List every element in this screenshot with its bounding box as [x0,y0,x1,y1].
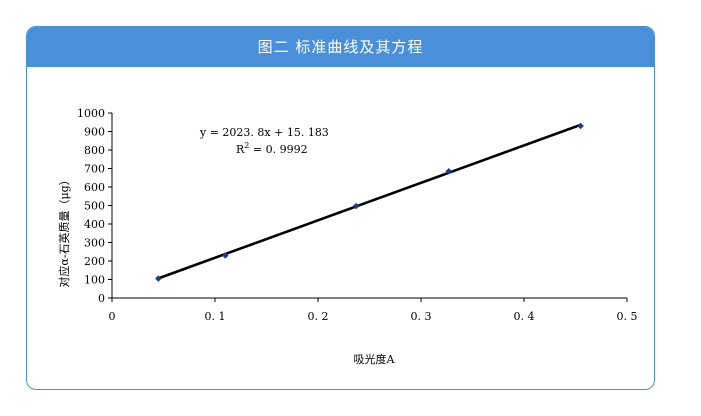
x-tick-label: 0. 1 [205,310,226,323]
r-squared-prefix: R [236,143,245,156]
r-squared-annotation: R2 = 0. 9992 [236,141,308,156]
y-tick-label: 500 [84,200,105,213]
trendline-equation: y = 2023. 8x + 15. 183 [199,126,329,139]
data-point [221,252,229,259]
data-point [577,122,585,130]
y-tick-label: 600 [84,181,105,194]
x-tick-label: 0. 5 [617,310,638,323]
chart-card: 图二 标准曲线及其方程 0 100 200 300 400 500 600 700 800 900… [26,26,655,390]
x-axis-label: 吸光度A [354,352,396,366]
y-tick-label: 800 [84,144,105,157]
y-tick-label: 300 [84,237,105,250]
y-tick-label: 700 [84,163,105,176]
y-tick-label: 100 [84,274,105,287]
data-point [352,202,360,210]
x-tick-label: 0. 4 [514,310,535,323]
data-points [154,122,585,282]
y-tick-label: 400 [84,218,105,231]
x-tick-label: 0. 3 [411,310,432,323]
x-ticks: 0 0. 1 0. 2 0. 3 0. 4 0. 5 [109,298,638,323]
r-squared-superscript: 2 [244,141,249,150]
data-point [154,275,162,282]
data-point [445,167,453,175]
chart-title: 图二 标准曲线及其方程 [27,27,654,67]
y-ticks: 0 100 200 300 400 500 600 700 800 900 1000 [77,107,112,305]
y-tick-label: 0 [98,292,105,305]
r-squared-value: = 0. 9992 [249,143,307,156]
y-axis-label: 对应α-石英质量（μg） [57,174,71,287]
calibration-chart: 0 100 200 300 400 500 600 700 800 900 1000 0 0. 1 0.… [57,107,638,366]
x-tick-label: 0 [109,310,116,323]
y-tick-label: 200 [84,255,105,268]
axes [111,113,627,299]
trendline-group [157,123,582,280]
y-tick-label: 900 [84,126,105,139]
trendline [157,123,582,280]
x-tick-label: 0. 2 [308,310,329,323]
y-tick-label: 1000 [77,107,105,120]
